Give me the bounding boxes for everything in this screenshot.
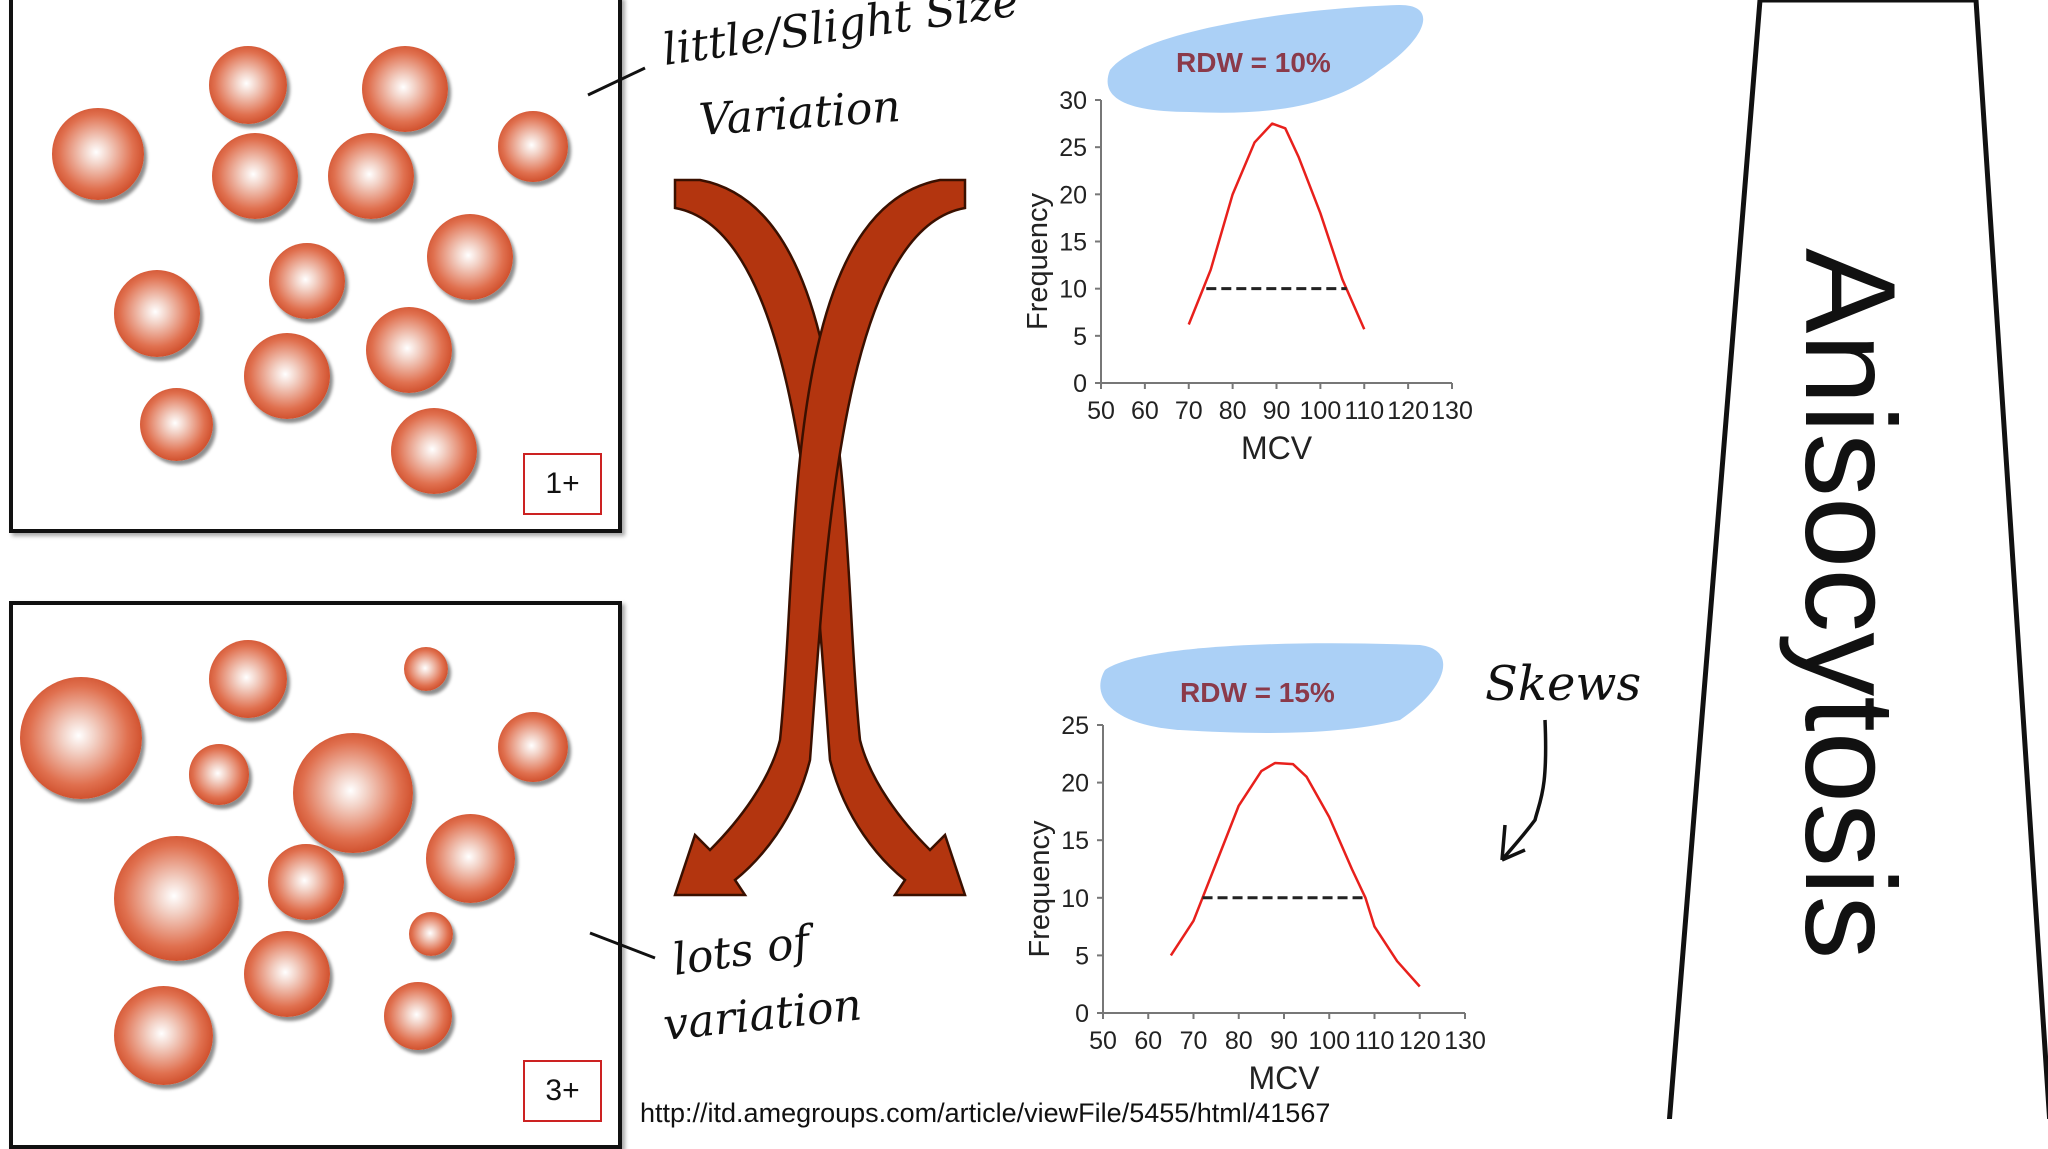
y-tick-label: 30 <box>1059 87 1087 115</box>
red-blood-cell <box>390 407 477 494</box>
x-tick-label: 110 <box>1344 397 1384 425</box>
red-blood-cell <box>292 732 413 853</box>
x-tick-label: 120 <box>1387 397 1429 425</box>
y-tick-label: 0 <box>1075 1000 1089 1028</box>
y-tick-label: 15 <box>1061 827 1089 855</box>
annotation-lots-of-variation-line1: lots of <box>669 915 819 986</box>
x-tick-label: 110 <box>1355 1027 1395 1055</box>
y-tick-label: 10 <box>1061 885 1089 913</box>
annotation-lots-of-variation-line2: variation <box>661 979 864 1051</box>
rdw-10-highlight <box>1107 5 1424 113</box>
red-blood-cell <box>269 242 345 319</box>
y-tick-label: 0 <box>1073 370 1087 398</box>
red-blood-cell <box>408 911 454 957</box>
red-blood-cell <box>403 646 448 691</box>
y-tick-label: 25 <box>1061 712 1089 740</box>
y-tick-label: 5 <box>1073 323 1087 351</box>
annotation-slight-variation-line1: little/Slight Size <box>659 0 1021 76</box>
red-blood-cell <box>208 640 288 719</box>
x-tick-label: 80 <box>1219 397 1247 425</box>
rdw-10-label: RDW = 10% <box>1176 47 1331 78</box>
red-blood-cell <box>244 931 331 1018</box>
grade-label-3plus: 3+ <box>523 1060 602 1122</box>
red-blood-cell <box>497 711 569 783</box>
anisocytosis-title: Anisocytosis <box>1778 248 1921 959</box>
red-blood-cell <box>139 387 213 462</box>
red-blood-cell <box>211 133 298 220</box>
x-axis-label: MCV <box>1241 430 1313 466</box>
red-blood-cell <box>113 986 213 1086</box>
red-blood-cell <box>19 676 143 800</box>
x-tick-label: 130 <box>1444 1027 1486 1055</box>
y-axis-label: Frequency <box>1024 820 1056 958</box>
red-blood-cell <box>52 108 144 200</box>
x-tick-label: 50 <box>1089 1027 1117 1055</box>
annotation-skews: Skews <box>1485 656 1641 712</box>
rdw-15-highlight <box>1100 643 1444 733</box>
red-blood-cell <box>267 843 344 920</box>
x-tick-label: 100 <box>1300 397 1342 425</box>
x-tick-label: 60 <box>1134 1027 1162 1055</box>
red-blood-cell <box>327 133 415 220</box>
y-tick-label: 15 <box>1059 229 1087 257</box>
y-tick-label: 20 <box>1059 181 1087 209</box>
x-axis-label: MCV <box>1248 1060 1320 1096</box>
red-blood-cell <box>427 214 514 301</box>
red-blood-cell <box>208 45 288 125</box>
source-url[interactable]: http://itd.amegroups.com/article/viewFil… <box>640 1098 1331 1128</box>
x-tick-label: 70 <box>1180 1027 1208 1055</box>
pointer-line-top <box>587 66 646 97</box>
pointer-line-bottom <box>589 931 656 960</box>
x-tick-label: 130 <box>1431 397 1473 425</box>
rdw-15-label: RDW = 15% <box>1180 677 1335 708</box>
diagram-canvas: Anisocytosis RDW = 10% RDW = 15% 50 60 70 8… <box>587 0 2048 1119</box>
red-blood-cell <box>189 744 250 805</box>
red-blood-cell <box>425 813 515 903</box>
x-tick-label: 120 <box>1399 1027 1441 1055</box>
red-blood-cell <box>113 835 239 962</box>
red-blood-cell <box>497 111 569 182</box>
red-blood-cell <box>113 270 200 357</box>
red-blood-cell <box>384 982 452 1051</box>
skews-arrow <box>1500 719 1548 862</box>
arrow-down-left <box>673 178 967 897</box>
red-blood-cell <box>365 306 452 394</box>
y-tick-label: 25 <box>1059 134 1087 162</box>
anisocytosis-trapezoid <box>1666 0 2048 1119</box>
x-tick-label: 70 <box>1175 397 1203 425</box>
x-tick-label: 90 <box>1270 1027 1298 1055</box>
y-tick-label: 20 <box>1061 770 1089 798</box>
x-tick-label: 80 <box>1225 1027 1253 1055</box>
grade-label-1plus: 1+ <box>523 453 602 515</box>
frequency-curve <box>1187 122 1366 330</box>
x-tick-label: 60 <box>1131 397 1159 425</box>
annotation-slight-variation-line2: Variation <box>697 81 902 146</box>
x-tick-label: 100 <box>1308 1027 1350 1055</box>
x-tick-label: 50 <box>1087 397 1115 425</box>
y-tick-label: 5 <box>1075 942 1089 970</box>
red-blood-cell <box>244 333 331 420</box>
x-tick-label: 90 <box>1263 397 1291 425</box>
y-tick-label: 10 <box>1059 276 1087 304</box>
y-axis-label: Frequency <box>1022 192 1054 330</box>
red-blood-cell <box>361 45 448 132</box>
frequency-curve <box>1169 761 1421 988</box>
